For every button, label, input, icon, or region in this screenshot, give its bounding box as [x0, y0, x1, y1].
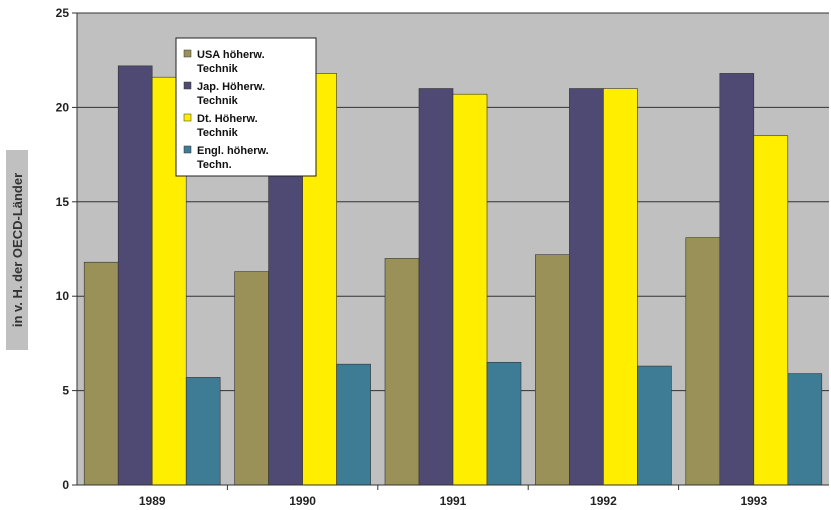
legend-box: [175, 37, 317, 177]
y-tick-label: 15: [56, 195, 70, 209]
bar-usa-h-herw-technik-1992: [535, 254, 570, 486]
legend: USA höherw. Technik Jap. Höherw. Technik Dt.…: [175, 37, 317, 177]
bar-engl-h-herw-techn-1993: [787, 373, 823, 486]
bar-usa-h-herw-technik-1990: [234, 271, 269, 486]
bar-engl-h-herw-techn-1991: [486, 361, 522, 486]
legend-label: Technik: [197, 63, 239, 75]
bar-usa-h-herw-technik-1989: [83, 261, 119, 486]
bar-jap-h-herw-technik-1991: [418, 88, 454, 486]
y-axis-label-group: in v. H. der OECD-Länder: [6, 150, 28, 350]
bar-jap-h-herw-technik-1992: [569, 88, 604, 486]
legend-label: Technik: [197, 95, 239, 107]
bar-jap-h-herw-technik-1993: [719, 73, 755, 486]
bar-dt-h-herw-technik-1991: [452, 93, 488, 486]
legend-swatch: [183, 113, 192, 122]
y-tick-label: 10: [56, 289, 70, 303]
legend-label: USA höherw.: [197, 49, 265, 61]
legend-label: Engl. höherw.: [197, 145, 269, 157]
axes: [76, 13, 829, 486]
x-tick-label: 1990: [289, 494, 316, 508]
legend-swatch: [183, 81, 192, 90]
bar-usa-h-herw-technik-1991: [384, 258, 420, 486]
x-tick-labels: 1989 1990 1991 1992 1993: [139, 485, 767, 508]
y-tick-label: 0: [62, 478, 69, 492]
bar-dt-h-herw-technik-1990: [302, 73, 337, 486]
legend-label: Technik: [197, 127, 239, 139]
x-tick-label: 1989: [139, 494, 166, 508]
bar-engl-h-herw-techn-1992: [637, 365, 672, 486]
bar-marks: [83, 65, 823, 486]
y-tick-labels: 0 5 10 15 20 25: [56, 6, 77, 492]
bar-jap-h-herw-technik-1989: [117, 65, 153, 486]
legend-label: Techn.: [197, 159, 232, 171]
bar-engl-h-herw-techn-1990: [336, 363, 371, 486]
legend-label: Dt. Höherw.: [197, 113, 258, 125]
y-tick-label: 5: [62, 384, 69, 398]
y-tick-label: 20: [56, 100, 70, 114]
y-axis-label: in v. H. der OECD-Länder: [10, 173, 25, 327]
bar-engl-h-herw-techn-1989: [185, 377, 221, 486]
legend-swatch: [183, 145, 192, 154]
x-tick-label: 1991: [440, 494, 467, 508]
legend-label: Jap. Höherw.: [197, 81, 265, 93]
y-tick-label: 25: [56, 6, 70, 20]
bar-usa-h-herw-technik-1993: [685, 237, 721, 486]
x-tick-label: 1992: [590, 494, 617, 508]
x-tick-label: 1993: [740, 494, 767, 508]
y-axis-label-box: [6, 150, 28, 350]
bar-dt-h-herw-technik-1993: [753, 135, 789, 486]
bar-dt-h-herw-technik-1992: [603, 88, 638, 486]
legend-swatch: [183, 49, 192, 58]
